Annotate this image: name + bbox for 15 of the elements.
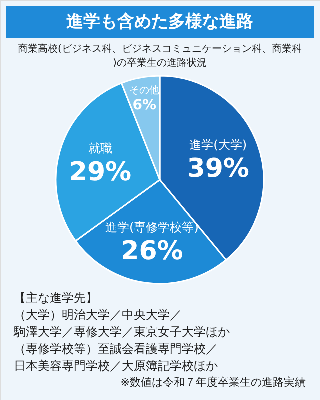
text: ※数値は令和７年度卒業生の進路実績 — [120, 376, 306, 389]
chart-subtitle: 商業高校(ビジネス科、ビジネスコミュニケーション科、商業科)の卒業生の進路状況 — [18, 43, 302, 69]
text: 駒澤大学／専修大学／東京女子大学ほか — [13, 325, 230, 339]
chart-title: 進学も含めた多様な進路 — [66, 12, 254, 32]
text: 日本美容専門学校／大原簿記学校ほか — [14, 359, 218, 373]
data-label: 29% — [69, 158, 132, 188]
data-label: 6% — [132, 97, 157, 114]
text: （大学）明治大学／中央大学／ — [14, 308, 182, 322]
slice-label: 進学(大学) — [190, 138, 248, 152]
slice-label: 就職 — [88, 142, 112, 156]
text: （専修学校等）至誠会看護専門学校／ — [14, 342, 218, 356]
data-label: 39% — [187, 154, 250, 184]
text: 【主な進学先】 — [14, 291, 98, 305]
data-label: 26% — [121, 236, 184, 267]
slice-label: その他 — [130, 84, 160, 96]
